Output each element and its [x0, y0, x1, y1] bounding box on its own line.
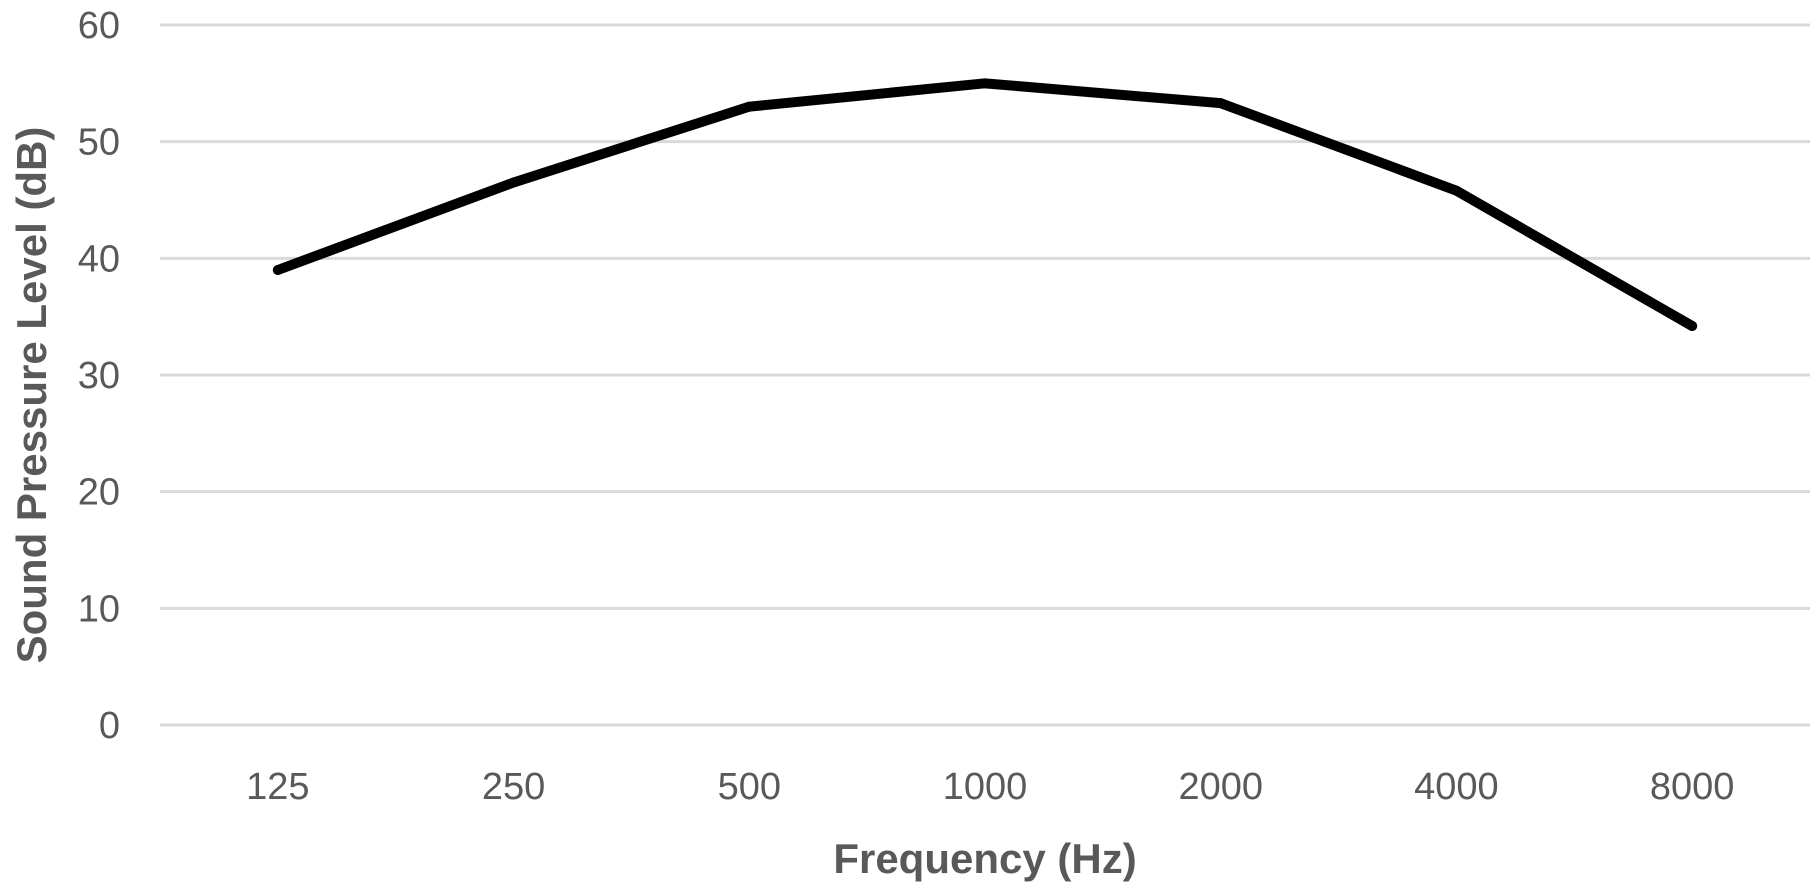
- x-axis-title: Frequency (Hz): [833, 835, 1136, 882]
- data-point: [1451, 185, 1462, 196]
- x-tick-label: 8000: [1650, 766, 1735, 808]
- x-tick-label: 125: [246, 766, 309, 808]
- y-axis-tick-labels: 0 10 20 30 40 50 60: [78, 5, 120, 747]
- y-tick-label: 40: [78, 238, 120, 280]
- data-point: [1687, 321, 1698, 331]
- data-point: [980, 78, 990, 89]
- x-tick-label: 500: [718, 766, 781, 808]
- data-point: [508, 177, 519, 188]
- y-axis-title: Sound Pressure Level (dB): [8, 127, 55, 664]
- data-point: [1215, 98, 1226, 109]
- x-tick-label: 1000: [943, 766, 1028, 808]
- gridlines: [160, 23, 1810, 727]
- y-tick-label: 0: [99, 705, 120, 747]
- series-group: [272, 78, 1698, 331]
- y-tick-label: 10: [78, 588, 120, 630]
- series-line: [272, 78, 1698, 331]
- x-axis-tick-labels: 125 250 500 1000 2000 4000 8000: [246, 766, 1734, 808]
- data-point: [744, 101, 755, 112]
- data-point: [272, 265, 283, 275]
- y-tick-label: 60: [78, 5, 120, 47]
- x-tick-label: 4000: [1414, 766, 1499, 808]
- y-tick-label: 50: [78, 122, 120, 164]
- y-tick-label: 30: [78, 355, 120, 397]
- x-tick-label: 2000: [1178, 766, 1263, 808]
- x-tick-label: 250: [482, 766, 545, 808]
- y-tick-label: 20: [78, 472, 120, 514]
